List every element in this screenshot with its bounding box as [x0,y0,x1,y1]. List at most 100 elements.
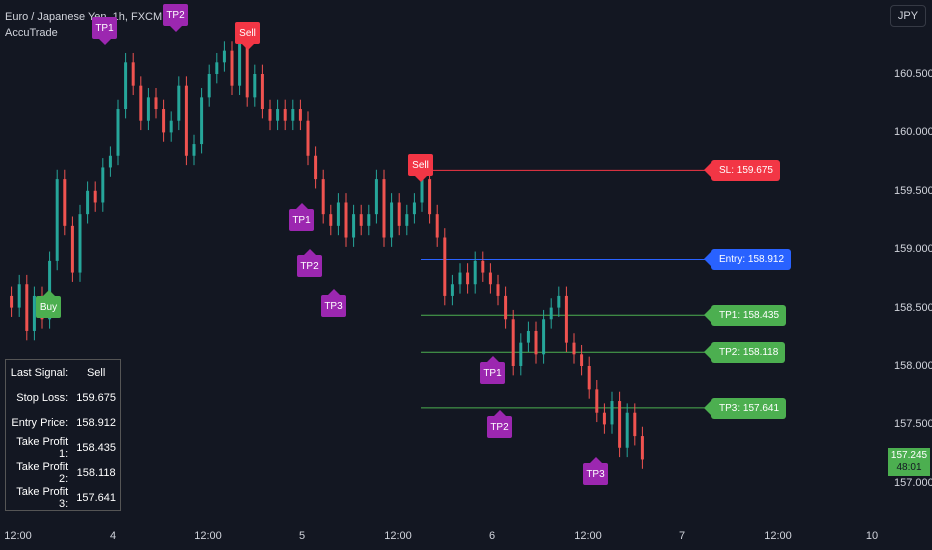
candle-body [344,202,348,238]
row-key: Last Signal: [10,366,69,379]
candle-body [10,295,14,308]
x-tick: 6 [488,530,496,542]
candle-body [200,97,204,145]
tp1-signal-label: TP1 [92,17,117,45]
x-tick: 12:00 [574,530,602,542]
row-value: Sell [86,366,106,379]
candle-body [420,179,424,203]
sell-signal-label: Sell [408,154,433,182]
candle-body [78,214,82,273]
candle-body [298,109,302,121]
signal-table: Last Signal: Sell Stop Loss: 159.675 Entry… [5,359,121,511]
candle-body [390,202,394,238]
candle-body [162,109,166,133]
y-tick: 157.500 [894,418,932,430]
candle-body [86,190,90,215]
candle-body [435,214,439,238]
candle-body [542,319,546,355]
candle-body [260,74,264,110]
candle-body [587,366,591,390]
candle-body [511,319,515,366]
buy-signal-label: Buy [36,290,61,318]
tp1-signal-label: TP1 [480,356,505,384]
candle-body [230,50,234,86]
tp1-signal-label: TP1 [289,203,314,231]
candle-body [450,284,454,296]
candle-body [139,85,143,121]
candle-body [283,109,287,121]
candle-body [184,85,188,156]
candle-body [352,214,356,238]
x-tick: 12:00 [4,530,32,542]
candle-body [382,179,386,238]
candle-body [572,342,576,355]
candle-body [534,330,538,355]
candle-body [602,412,606,425]
row-value: 158.912 [76,416,116,429]
table-row: Take Profit 2: 158.118 [6,460,121,485]
candle-body [610,401,614,425]
candle-body [359,214,363,226]
candle-body [276,109,280,121]
row-key: Take Profit 3: [16,485,69,510]
candle-body [405,214,409,226]
y-tick: 159.500 [894,185,932,197]
last-price-value: 157.245 [890,450,928,461]
currency-button[interactable]: JPY [890,5,926,27]
candle-body [374,179,378,215]
candle-body [93,190,97,203]
row-value: 157.641 [76,491,116,504]
candle-body [253,74,257,98]
sl-level-tag: SL: 159.675 [704,160,780,181]
y-tick: 158.500 [894,302,932,314]
candle-body [618,401,622,448]
candle-body [314,155,318,180]
x-tick: 12:00 [194,530,222,542]
candle-body [519,342,523,366]
candle-body [367,214,371,226]
candle-body [207,74,211,98]
candle-body [625,412,629,448]
candle-body [321,179,325,215]
indicator-name: AccuTrade [5,27,58,39]
row-key: Entry Price: [11,416,69,429]
candle-body [526,330,530,343]
candle-body [458,272,462,285]
tp2-level-tag: TP2: 158.118 [703,342,786,363]
candle-body [443,237,447,296]
candle-body [428,179,432,215]
candle-body [397,202,401,226]
tp3-signal-label: TP3 [583,457,608,485]
candle-body [564,295,568,343]
candle-body [101,167,105,203]
row-key: Take Profit 1: [16,435,69,460]
candle-body [17,284,21,308]
x-tick: 7 [678,530,686,542]
symbol-title: Euro / Japanese Yen, 1h, FXCM [5,11,163,23]
candle-body [124,62,128,110]
candle-body [481,260,485,273]
candle-body [504,295,508,320]
tp3-signal-label: TP3 [321,289,346,317]
row-value: 158.118 [76,466,116,479]
candle-body [222,50,226,63]
x-tick: 4 [109,530,117,542]
y-tick: 157.000 [894,477,932,489]
row-key: Take Profit 2: [16,460,69,485]
candle-body [580,354,584,366]
tp2-signal-label: TP2 [297,249,322,277]
candle-body [496,284,500,296]
y-tick: 160.500 [894,68,932,80]
candle-body [154,97,158,110]
candle-body [412,202,416,215]
candle-body [633,412,637,437]
tp2-signal-label: TP2 [487,410,512,438]
tp1-level-tag: TP1: 158.435 [703,305,787,326]
candle-body [169,120,173,133]
candle-body [116,109,120,156]
candle-body [25,284,29,331]
y-tick: 158.000 [894,360,932,372]
candle-body [595,389,599,413]
x-tick: 5 [298,530,306,542]
candle-body [640,436,644,460]
